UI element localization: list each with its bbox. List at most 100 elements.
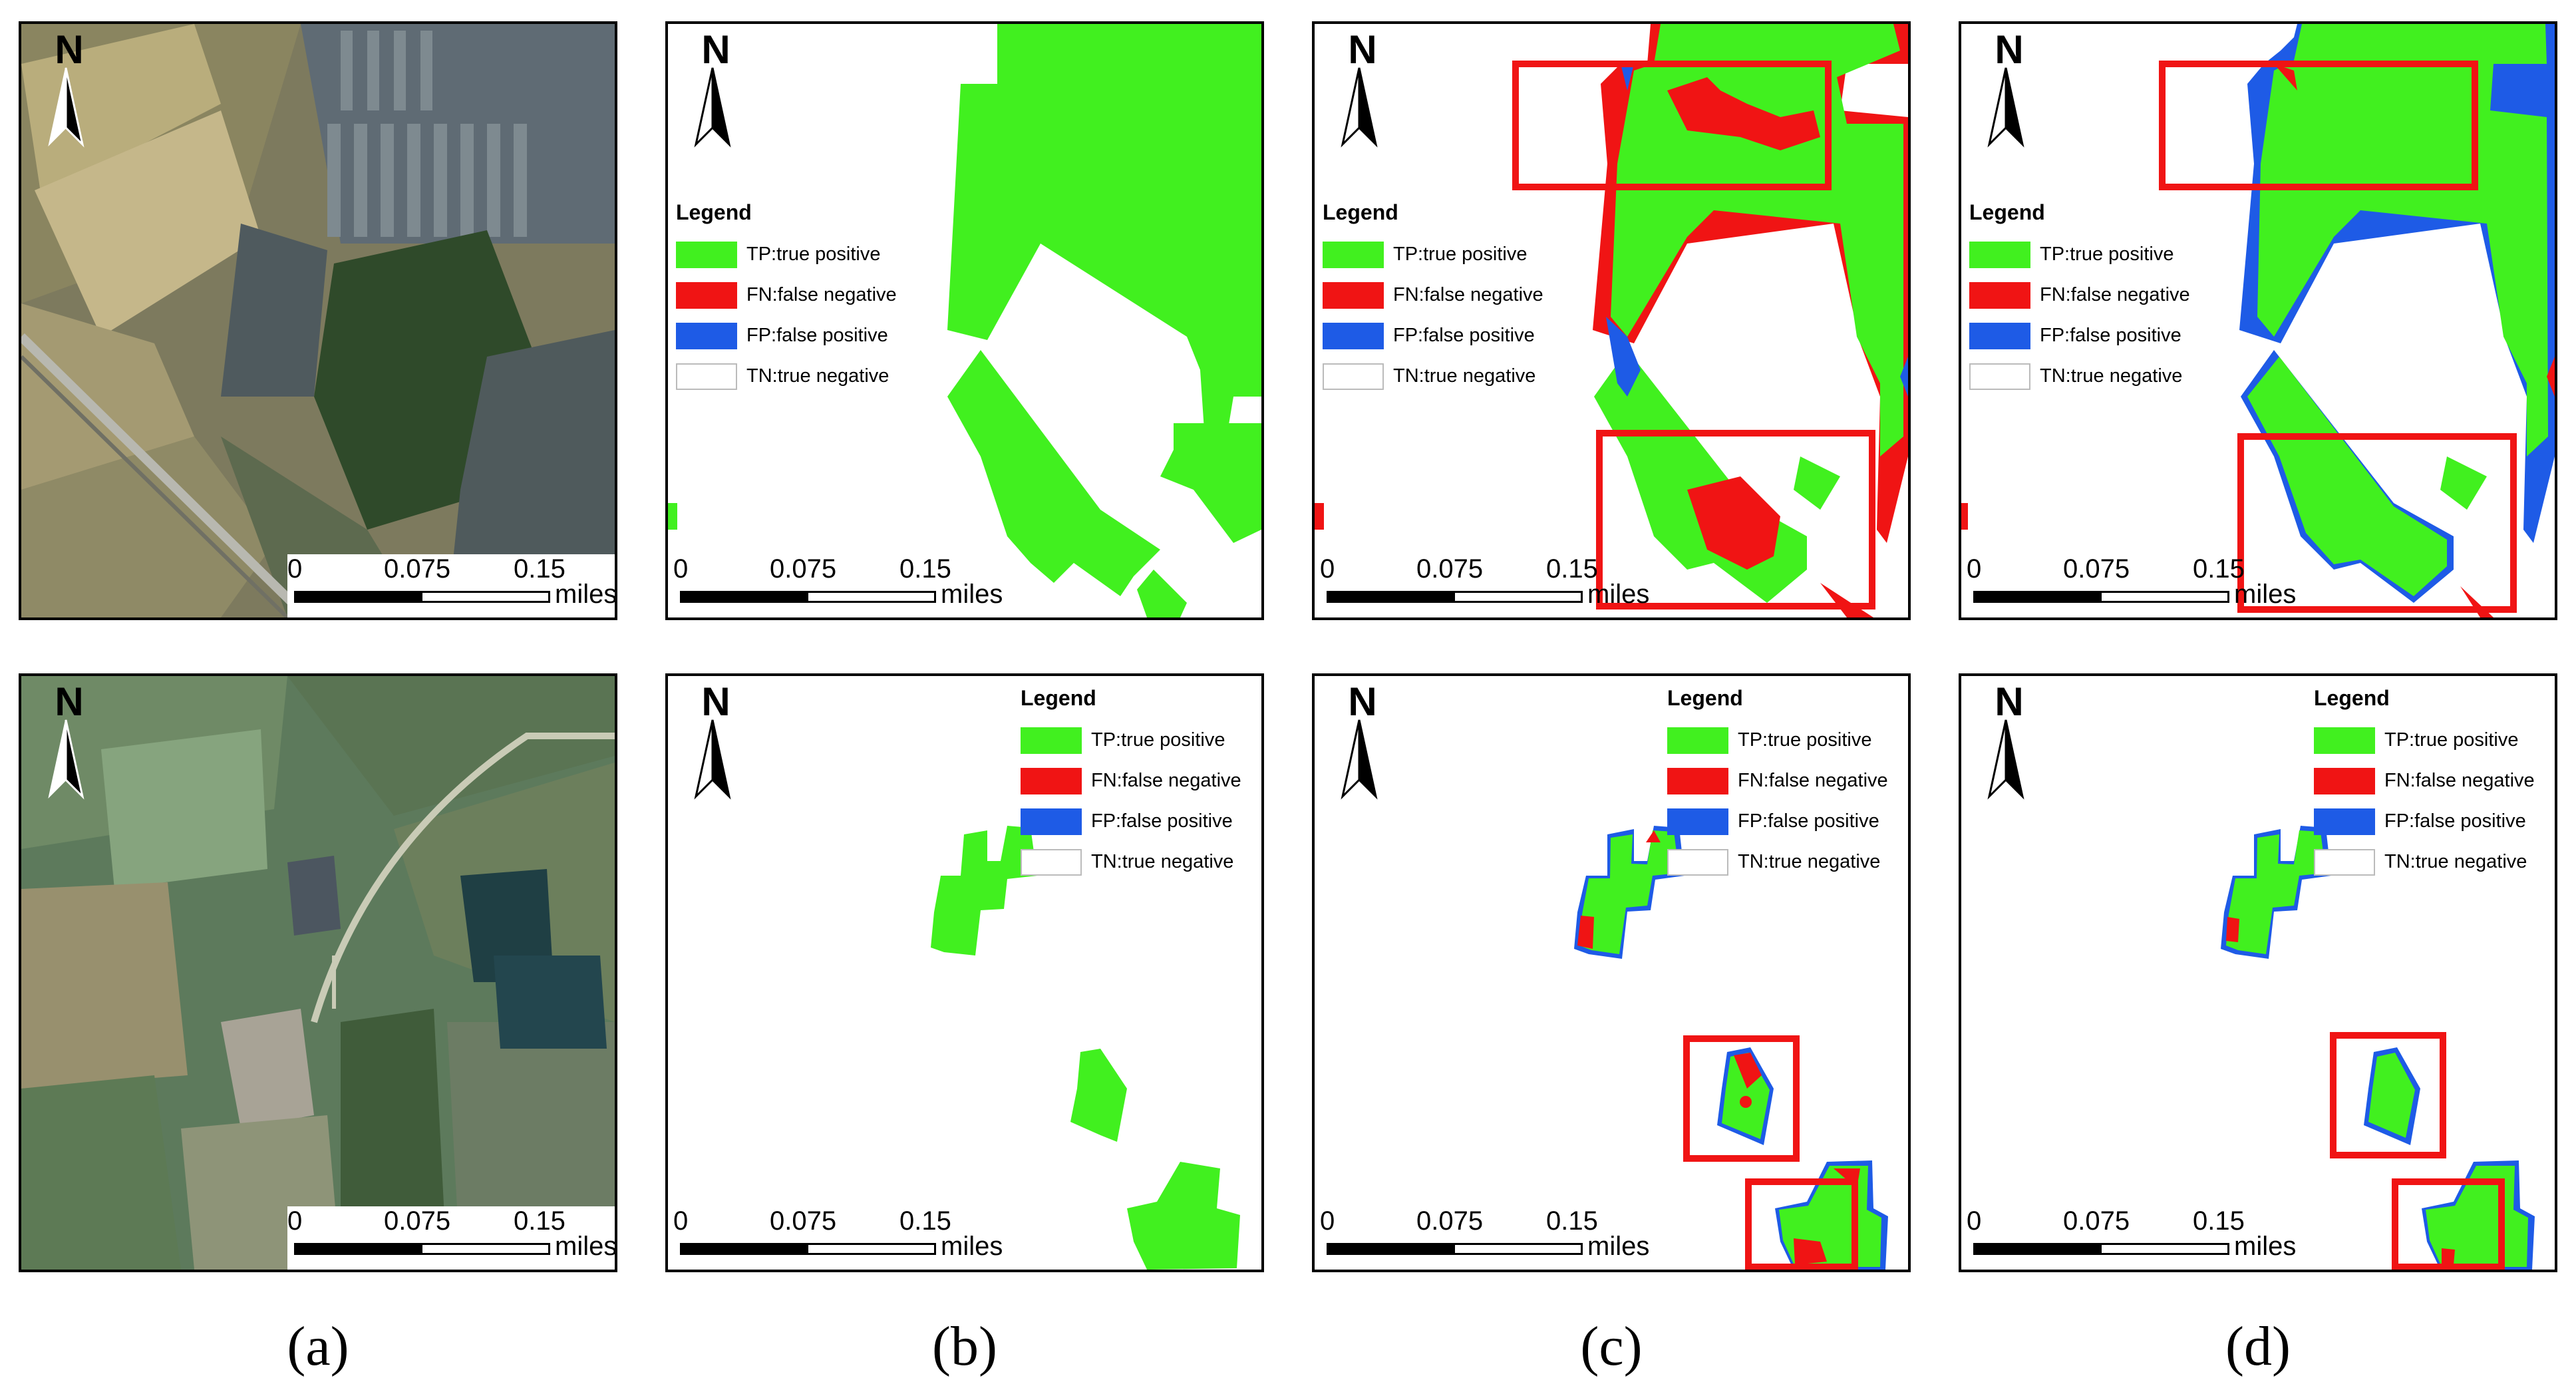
north-arrow-icon — [1987, 67, 2024, 148]
legend-swatch — [1667, 848, 1728, 876]
legend-title: Legend — [1667, 686, 1743, 710]
legend-label: FN:false negative — [1393, 284, 1543, 305]
legend-label: TP:true positive — [2384, 729, 2519, 751]
legend-swatch — [1969, 363, 2030, 390]
legend-label: FN:false negative — [746, 284, 897, 305]
legend-item-fp: FP:false positive — [1969, 315, 2222, 356]
scale-unit: miles — [1587, 1232, 1650, 1261]
legend: Legend TP:true positive FN:false negativ… — [1021, 686, 1261, 882]
scale-unit: miles — [2234, 580, 2297, 609]
scale-tick-1: 0.075 — [770, 554, 837, 584]
caption-d: (d) — [2225, 1315, 2291, 1377]
legend-item-tn: TN:true negative — [1323, 356, 1575, 397]
prediction-map-c-top: N Legend TP:true positive FN:false negat… — [1312, 21, 1911, 620]
legend-item-tp: TP:true positive — [1021, 720, 1261, 761]
legend-swatch — [1667, 767, 1728, 794]
scale-tick-1: 0.075 — [2063, 1206, 2130, 1236]
north-label: N — [1995, 27, 2024, 72]
scale-tick-0: 0 — [1967, 554, 1982, 584]
legend-label: FP:false positive — [1738, 810, 1879, 832]
legend-item-tp: TP:true positive — [1667, 720, 1908, 761]
north-arrow-icon — [694, 67, 731, 148]
scale-bar-graphic — [680, 1243, 936, 1255]
legend-item-tn: TN:true negative — [1021, 842, 1261, 882]
legend-swatch — [1323, 241, 1384, 268]
scale-tick-2: 0.15 — [514, 554, 565, 584]
scale-tick-1: 0.075 — [770, 1206, 837, 1236]
north-label: N — [55, 27, 84, 72]
scale-tick-1: 0.075 — [2063, 554, 2130, 584]
legend-swatch — [1323, 363, 1384, 390]
legend-swatch — [1021, 767, 1082, 794]
legend-item-tp: TP:true positive — [2314, 720, 2555, 761]
legend-item-fn: FN:false negative — [2314, 761, 2555, 801]
scale-tick-2: 0.15 — [2193, 1206, 2245, 1236]
north-arrow: N — [1969, 27, 2042, 148]
scale-tick-1: 0.075 — [384, 1206, 451, 1236]
legend-swatch — [1667, 727, 1728, 754]
legend-label: FP:false positive — [2384, 810, 2526, 832]
legend-label: TP:true positive — [2040, 244, 2174, 265]
scale-unit: miles — [1587, 580, 1650, 609]
legend-swatch — [676, 281, 737, 309]
scale-bar-graphic — [1327, 1243, 1583, 1255]
satellite-image — [21, 24, 615, 617]
caption-c: (c) — [1580, 1315, 1643, 1377]
legend-item-fp: FP:false positive — [1021, 801, 1261, 842]
legend-label: TN:true negative — [2040, 365, 2183, 387]
scale-tick-2: 0.15 — [1546, 554, 1598, 584]
scale-unit: miles — [555, 580, 617, 609]
legend-swatch — [1969, 241, 2030, 268]
legend-item-tp: TP:true positive — [1323, 234, 1575, 275]
scale-bar: 0 0.075 0.15 miles — [673, 554, 1013, 617]
satellite-map-a-bottom: N 0 0.075 0.15 miles — [19, 673, 617, 1272]
north-arrow: N — [1969, 679, 2042, 800]
prediction-map-d-bottom: N Legend TP:true positive FN:false negat… — [1959, 673, 2557, 1272]
scale-bar: 0 0.075 0.15 miles — [287, 1206, 617, 1270]
legend-label: FN:false negative — [2384, 770, 2535, 791]
scale-bar-graphic — [1327, 591, 1583, 603]
legend-swatch — [676, 322, 737, 349]
legend: Legend TP:true positive FN:false negativ… — [1667, 686, 1908, 882]
scale-bar-graphic — [294, 591, 550, 603]
caption-b: (b) — [932, 1315, 997, 1377]
scale-tick-1: 0.075 — [1416, 554, 1484, 584]
legend-item-fn: FN:false negative — [1021, 761, 1261, 801]
legend-item-tp: TP:true positive — [1969, 234, 2222, 275]
legend-swatch — [2314, 808, 2375, 835]
scale-bar: 0 0.075 0.15 miles — [673, 1206, 1013, 1270]
legend-swatch — [1021, 808, 1082, 835]
north-arrow-icon — [1341, 67, 1378, 148]
north-label: N — [1348, 27, 1377, 72]
legend-swatch — [2314, 767, 2375, 794]
legend-label: FP:false positive — [2040, 325, 2181, 346]
legend-item-fn: FN:false negative — [676, 275, 929, 315]
legend-swatch — [1667, 808, 1728, 835]
legend-label: FP:false positive — [1393, 325, 1535, 346]
legend-label: TP:true positive — [1393, 244, 1528, 265]
north-arrow: N — [29, 27, 102, 148]
legend-title: Legend — [1969, 200, 2045, 224]
legend-item-fn: FN:false negative — [1323, 275, 1575, 315]
legend-label: TP:true positive — [746, 244, 881, 265]
legend-item-tn: TN:true negative — [2314, 842, 2555, 882]
north-label: N — [1995, 679, 2024, 724]
legend: Legend TP:true positive FN:false negativ… — [1969, 200, 2222, 397]
ground-truth-map-b-bottom: N Legend TP:true positive FN:false negat… — [665, 673, 1264, 1272]
scale-tick-2: 0.15 — [1546, 1206, 1598, 1236]
legend-swatch — [2314, 727, 2375, 754]
scale-unit: miles — [555, 1232, 617, 1261]
north-arrow: N — [1323, 27, 1396, 148]
north-label: N — [701, 679, 730, 724]
caption-a: (a) — [287, 1315, 349, 1377]
prediction-shapes — [1961, 24, 2555, 617]
legend-label: TN:true negative — [746, 365, 889, 387]
prediction-map-c-bottom: N Legend TP:true positive FN:false negat… — [1312, 673, 1911, 1272]
ground-truth-shapes — [931, 826, 1240, 1270]
scale-tick-0: 0 — [673, 1206, 689, 1236]
legend: Legend TP:true positive FN:false negativ… — [1323, 200, 1575, 397]
legend-item-fp: FP:false positive — [2314, 801, 2555, 842]
legend-title: Legend — [1021, 686, 1096, 710]
legend-title: Legend — [2314, 686, 2390, 710]
scale-unit: miles — [941, 1232, 1003, 1261]
